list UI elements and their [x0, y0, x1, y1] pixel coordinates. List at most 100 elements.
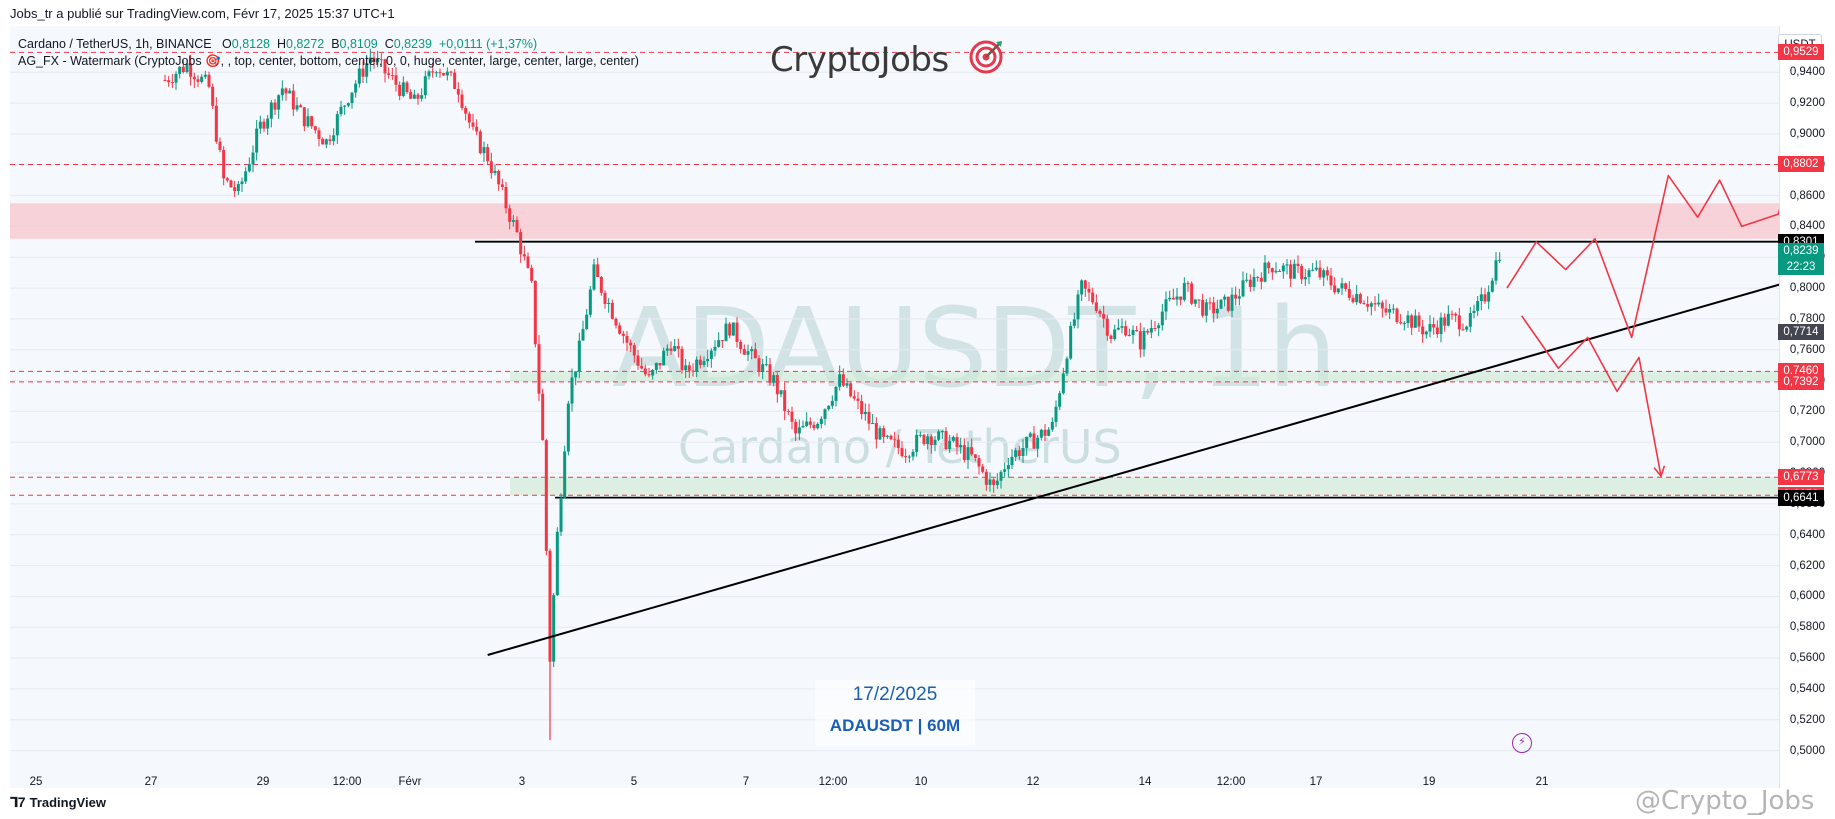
trendline [487, 283, 1779, 656]
candle-body [702, 361, 706, 366]
candle-body [1094, 302, 1098, 311]
candle-body [185, 63, 189, 73]
price-tag: 0,8239 [1778, 243, 1824, 260]
candle-body [1380, 302, 1384, 309]
legend-open-label: O [222, 37, 232, 51]
candle-body [907, 456, 911, 458]
candle-body [746, 351, 750, 355]
candle-body [266, 118, 270, 129]
candle-body [966, 447, 970, 460]
candle-body [258, 121, 262, 129]
candle-body [981, 466, 985, 472]
y-tick-label: 0,5200 [1789, 713, 1825, 726]
y-tick-label: 0,5000 [1789, 744, 1825, 757]
chart-legend: Cardano / TetherUS, 1h, BINANCE O0,8128 … [18, 36, 639, 70]
candle-body [1468, 313, 1472, 327]
candle-body [563, 451, 567, 498]
lightning-icon[interactable]: ⚡ [1512, 733, 1532, 753]
candle-body [317, 130, 321, 139]
candle-body [896, 439, 900, 448]
candle-body [794, 421, 798, 434]
candle-body [592, 264, 596, 290]
candle-body [1014, 450, 1018, 457]
y-tick-label: 0,9000 [1789, 127, 1825, 140]
tradingview-logo[interactable]: ⅂7 TradingView [10, 794, 106, 811]
candle-body [1270, 268, 1274, 273]
candle-body [841, 374, 845, 386]
candle-body [1116, 327, 1120, 330]
candle-body [211, 86, 215, 106]
candle-body [1256, 276, 1260, 278]
candle-body [368, 57, 372, 64]
candle-body [339, 106, 343, 115]
candle-body [687, 365, 691, 371]
candle-body [163, 79, 167, 81]
zone-support-lower [510, 477, 1779, 496]
candle-body [555, 531, 559, 596]
candle-body [233, 187, 237, 192]
candle-body [1050, 421, 1054, 430]
candle-body [1175, 296, 1179, 300]
candle-body [1124, 326, 1128, 336]
candle-body [570, 377, 574, 404]
candle-body [1307, 270, 1311, 278]
candle-body [1435, 327, 1439, 335]
candle-body [632, 345, 636, 356]
candle-body [1204, 302, 1208, 316]
candle-body [1457, 315, 1461, 330]
candle-body [610, 302, 614, 319]
x-tick-label: 7 [742, 776, 750, 788]
price-chart-svg[interactable] [10, 26, 1779, 788]
candle-body [1171, 297, 1175, 300]
candle-body [1410, 315, 1414, 328]
price-axis[interactable]: 0,94000,92000,90000,88000,86000,84000,82… [1779, 26, 1835, 788]
candle-body [1138, 331, 1142, 350]
y-tick-label: 0,6200 [1789, 559, 1825, 572]
candle-body [1047, 429, 1051, 436]
legend-indicator-row[interactable]: AG_FX - Watermark (CryptoJobs 🎯, , top, … [18, 54, 639, 68]
note-date: 17/2/2025 [852, 684, 938, 705]
candle-body [1494, 260, 1498, 281]
candle-body [1413, 315, 1417, 328]
price-tag: 0,9529 [1778, 44, 1824, 61]
candle-body [1135, 329, 1139, 332]
y-tick-label: 0,7000 [1789, 436, 1825, 449]
candle-body [867, 411, 871, 424]
chart-area[interactable]: Cardano / TetherUS, 1h, BINANCE O0,8128 … [10, 26, 1779, 788]
candle-body [929, 436, 933, 446]
candle-body [1109, 335, 1113, 339]
candle-body [1234, 294, 1238, 299]
candle-body [786, 410, 790, 412]
candle-body [533, 280, 537, 345]
candle-body [1373, 303, 1377, 305]
candle-body [1043, 429, 1047, 436]
candle-body [673, 346, 677, 351]
candle-body [973, 454, 977, 459]
date-note: 17/2/2025 ADAUSDT | 60M [815, 680, 975, 746]
candle-body [222, 149, 226, 179]
y-tick-label: 0,7200 [1789, 405, 1825, 418]
candle-body [977, 458, 981, 467]
candle-body [262, 121, 266, 129]
candle-body [379, 59, 383, 61]
projection-bearish [1521, 315, 1662, 477]
candle-body [251, 152, 255, 165]
candle-body [988, 479, 992, 485]
candle-body [225, 178, 229, 181]
candle-body [684, 365, 688, 371]
candle-body [1087, 288, 1091, 293]
candle-body [1190, 283, 1194, 304]
candle-body [922, 434, 926, 445]
candle-body [1391, 308, 1395, 310]
candle-body [984, 471, 988, 485]
candle-body [350, 92, 354, 104]
note-pair: ADAUSDT | 60M [829, 716, 961, 735]
candle-body [203, 74, 207, 77]
candle-body [508, 208, 512, 222]
candle-body [1417, 315, 1421, 327]
candle-body [691, 370, 695, 372]
candle-body [959, 445, 963, 448]
candle-body [365, 63, 369, 77]
candle-body [775, 375, 779, 395]
legend-symbol[interactable]: Cardano / TetherUS, 1h, BINANCE [18, 37, 212, 51]
